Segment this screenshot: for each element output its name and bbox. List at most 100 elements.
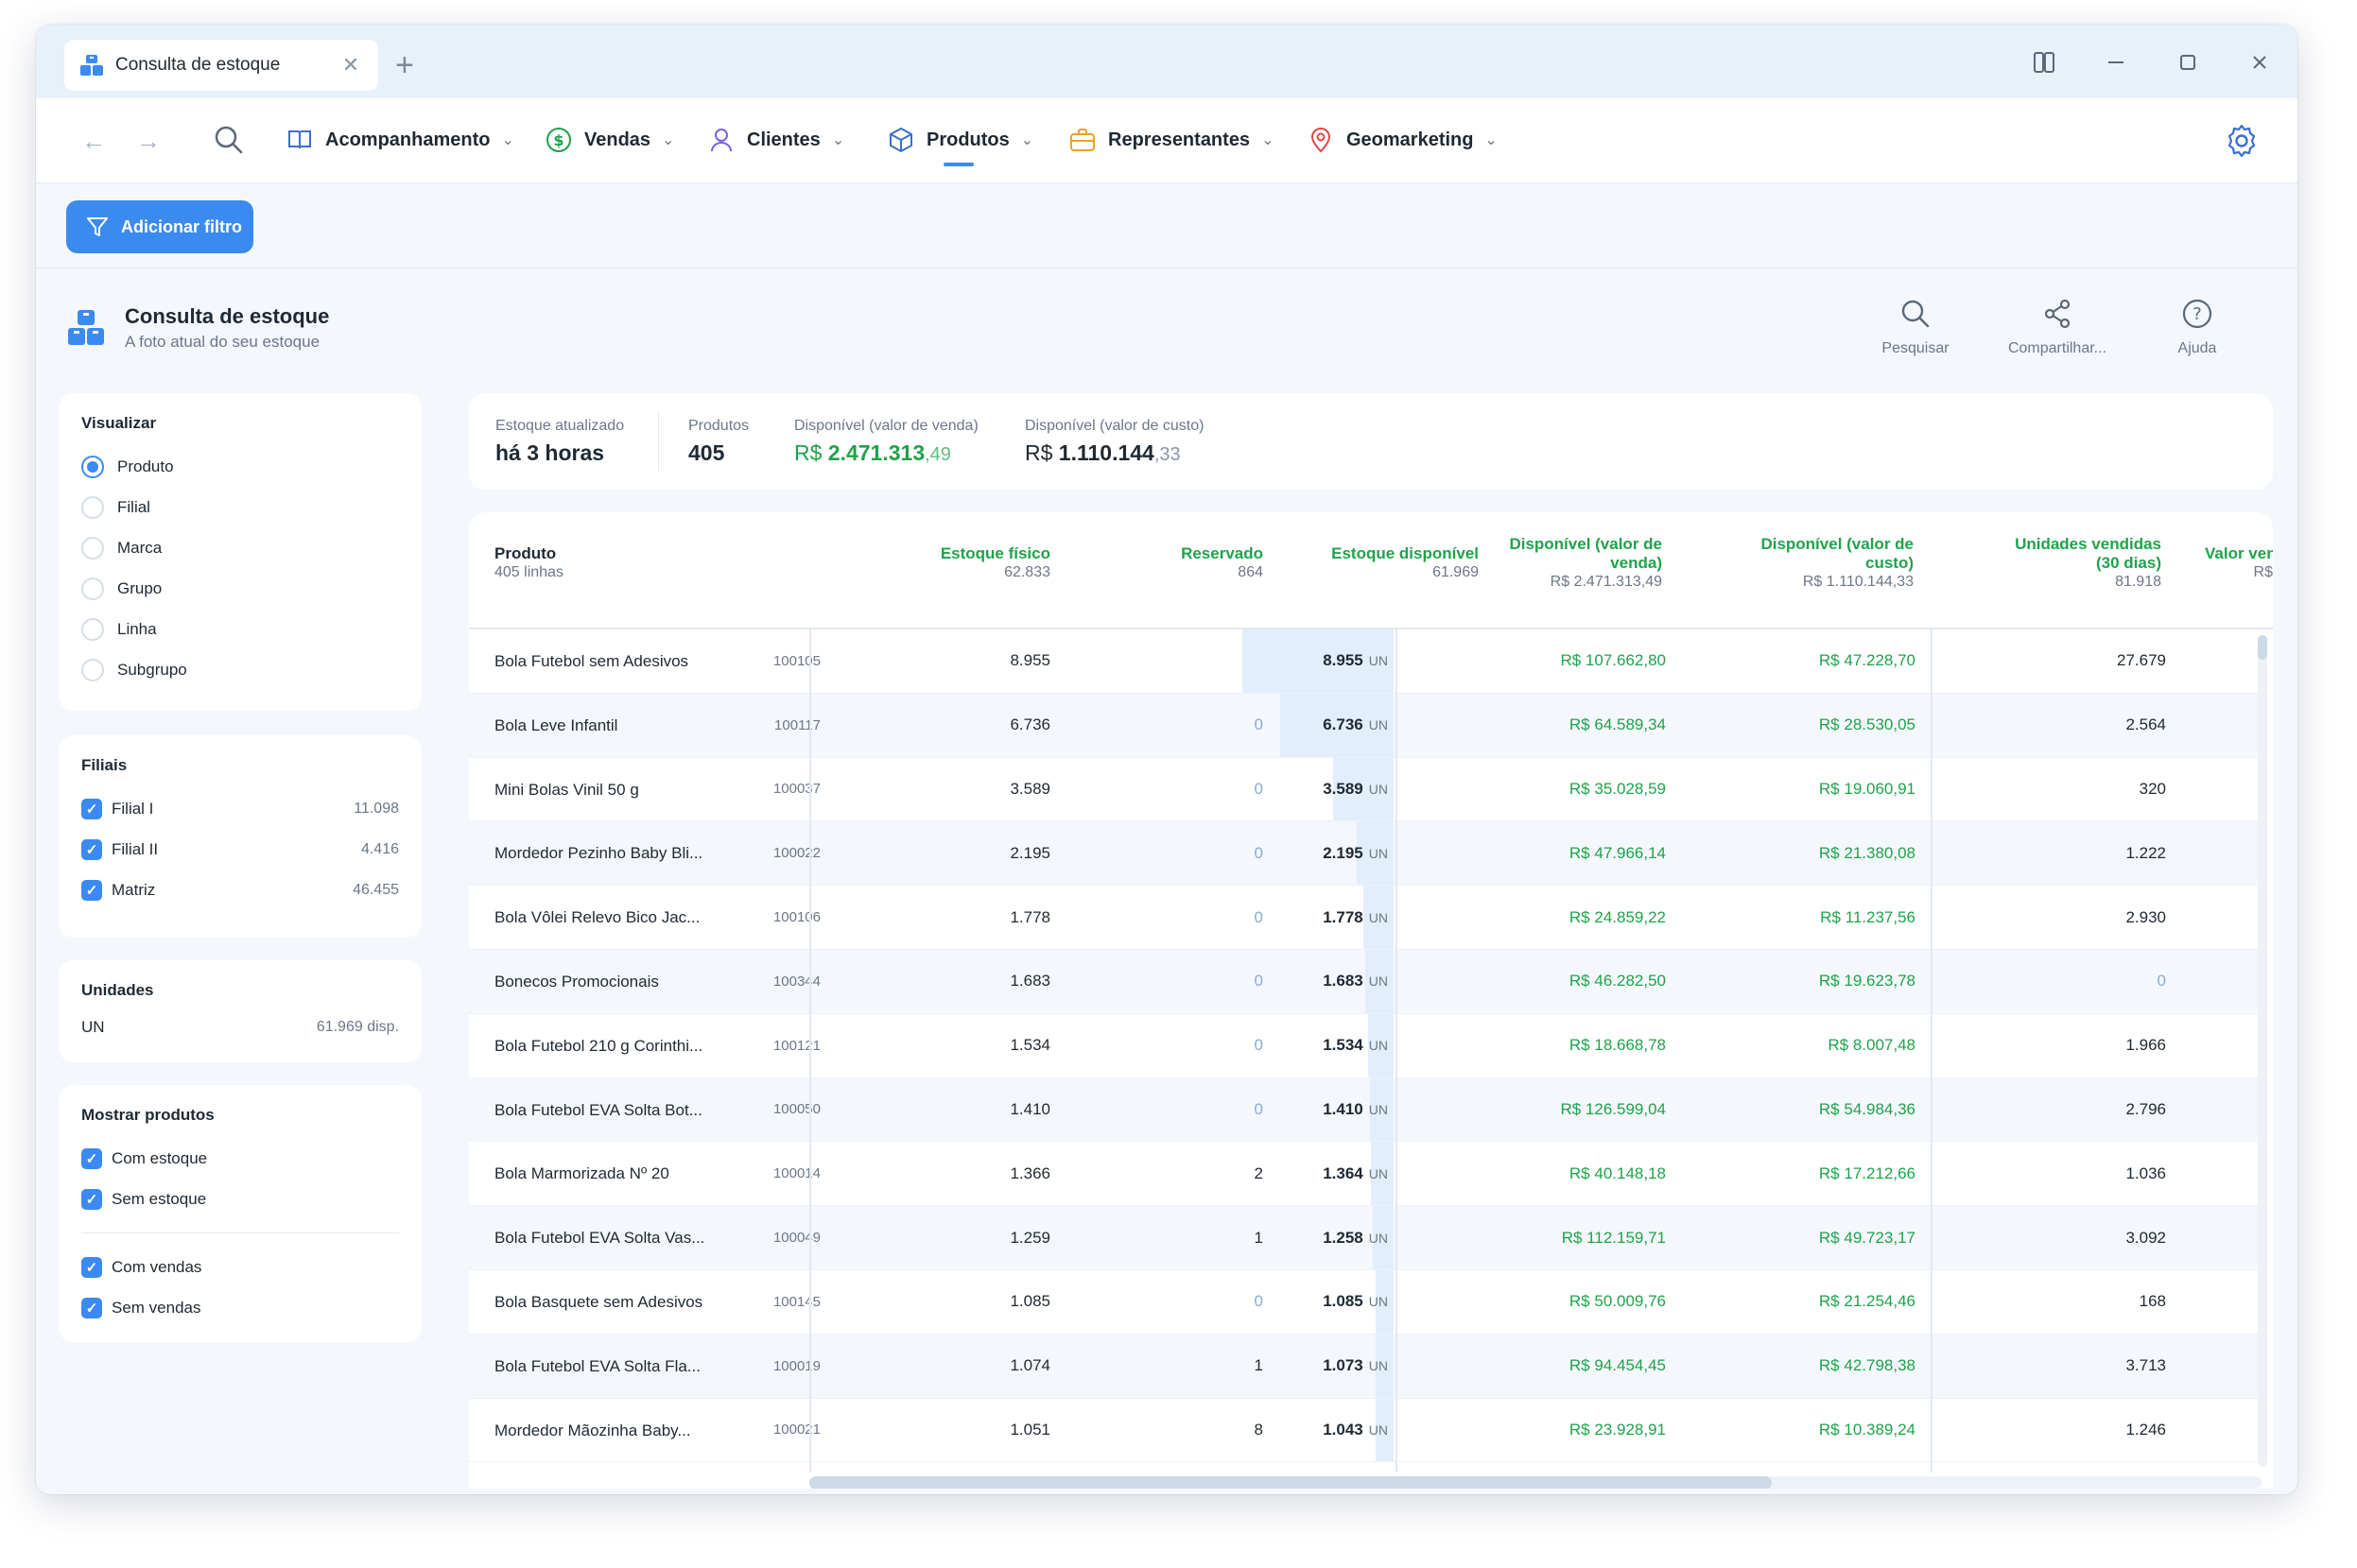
radio-button[interactable] bbox=[81, 495, 104, 519]
radio-filial[interactable]: Filial bbox=[81, 487, 399, 527]
disp-number: 1.043 bbox=[1323, 1420, 1363, 1439]
nav-representantes[interactable]: Representantes ⌄ bbox=[1068, 119, 1274, 161]
checkbox-checked[interactable]: ✓ bbox=[81, 1297, 102, 1318]
valor-custo-value: R$ 19.623,78 bbox=[1818, 972, 1915, 991]
checkbox-matriz[interactable]: ✓ Matriz 46.455 bbox=[81, 870, 399, 910]
vertical-scrollbar[interactable] bbox=[2258, 635, 2267, 660]
radio-marca[interactable]: Marca bbox=[81, 527, 399, 568]
chevron-down-icon: ⌄ bbox=[1484, 132, 1498, 148]
checkbox-sem-vendas[interactable]: ✓ Sem vendas bbox=[81, 1287, 399, 1328]
checkbox-com-vendas[interactable]: ✓ Com vendas bbox=[81, 1247, 399, 1287]
checkbox-checked[interactable]: ✓ bbox=[81, 1188, 102, 1210]
table-row[interactable]: Mordedor Mãozinha Baby... 100021 1.051 8 1.0… bbox=[469, 1398, 2262, 1463]
table-row[interactable]: Bola Futebol EVA Solta Fla... 100019 1.074… bbox=[469, 1334, 2262, 1399]
table-row[interactable]: Bola Futebol EVA Solta Vas... 100049 1.259… bbox=[469, 1206, 2262, 1270]
product-name: Bola Vôlei Relevo Bico Jac... bbox=[494, 908, 701, 927]
product-name: Bola Basquete sem Adesivos bbox=[494, 1292, 703, 1311]
radio-label: Subgrupo bbox=[117, 660, 187, 679]
nav-geomarketing[interactable]: Geomarketing ⌄ bbox=[1307, 119, 1498, 161]
gear-icon[interactable] bbox=[2224, 123, 2260, 159]
table-row[interactable]: Bola Marmorizada Nº 20 100014 1.366 2 1.364 U… bbox=[469, 1142, 2262, 1207]
col-valor-venda[interactable]: Disponível (valor de venda) R$ 2.471.313… bbox=[1452, 535, 1662, 592]
product-name: Bola Futebol sem Adesivos bbox=[494, 652, 689, 670]
tab-consulta-estoque[interactable]: Consulta de estoque ✕ bbox=[64, 40, 378, 91]
table-row[interactable]: Bola Futebol 210 g Corinthi... 100121 1.53… bbox=[469, 1013, 2262, 1078]
unidades-vendidas-value: 168 bbox=[2139, 1292, 2166, 1311]
checkbox-checked[interactable]: ✓ bbox=[81, 798, 102, 819]
summary-card: Estoque atualizado há 3 horas Produtos 4… bbox=[469, 393, 2273, 490]
filial-count: 4.416 bbox=[360, 840, 399, 857]
col-unidades-vendidas[interactable]: Unidades vendidas (30 dias) 81.918 bbox=[1944, 535, 2161, 592]
radio-grupo[interactable]: Grupo bbox=[81, 568, 399, 609]
estoque-fisico-value: 1.683 bbox=[1010, 972, 1050, 991]
estoque-disponivel-cell: 1.683 UN bbox=[1159, 949, 1394, 1013]
col-produto[interactable]: Produto 405 linhas bbox=[494, 544, 563, 582]
new-tab-icon[interactable]: + bbox=[395, 47, 414, 83]
summary-label: Disponível (valor de custo) bbox=[1025, 418, 1204, 434]
table-row[interactable]: Bola Vôlei Relevo Bico Jac... 100106 1.778… bbox=[469, 886, 2262, 950]
table-row[interactable]: Bola Futebol sem Adesivos1001058.95508.9… bbox=[469, 629, 2262, 694]
vertical-scroll-track[interactable] bbox=[2258, 635, 2267, 1467]
add-filter-label: Adicionar filtro bbox=[121, 216, 243, 236]
col-reservado[interactable]: Reservado 864 bbox=[1074, 544, 1263, 582]
radio-produto[interactable]: Produto bbox=[81, 446, 399, 487]
share-action[interactable]: Compartilhar... bbox=[1991, 297, 2123, 357]
radio-subgrupo[interactable]: Subgrupo bbox=[81, 649, 399, 690]
table-row[interactable]: Mini Bolas Vinil 50 g 100037 3.589 0 3.589 UN… bbox=[469, 757, 2262, 822]
share-action-label: Compartilhar... bbox=[2007, 340, 2107, 356]
col-title: Produto bbox=[494, 544, 557, 562]
checkbox-filial-i[interactable]: ✓ Filial I 11.098 bbox=[81, 788, 399, 829]
product-code: 100106 bbox=[772, 909, 821, 926]
col-estoque-disponivel[interactable]: Estoque disponível 61.969 bbox=[1263, 544, 1479, 582]
close-tab-icon[interactable]: ✕ bbox=[341, 53, 360, 77]
help-action-label: Ajuda bbox=[2177, 340, 2217, 356]
col-title: Unidades vendidas bbox=[2015, 535, 2161, 553]
search-icon[interactable] bbox=[212, 123, 246, 157]
nav-vendas[interactable]: $ Vendas ⌄ bbox=[545, 119, 674, 161]
col-valor-vendido[interactable]: Valor ven R$ bbox=[2205, 544, 2273, 582]
maximize-icon[interactable] bbox=[2169, 47, 2207, 78]
back-arrow-icon[interactable]: ← bbox=[81, 127, 106, 155]
checkbox-filial-ii[interactable]: ✓ Filial II 4.416 bbox=[81, 829, 399, 870]
radio-button[interactable] bbox=[81, 658, 104, 681]
checkbox-com-estoque[interactable]: ✓ Com estoque bbox=[81, 1138, 399, 1179]
radio-button[interactable] bbox=[81, 577, 104, 600]
nav-produtos[interactable]: Produtos ⌄ bbox=[887, 119, 1033, 166]
split-view-icon[interactable] bbox=[2025, 47, 2063, 78]
radio-button-selected[interactable] bbox=[81, 455, 104, 478]
minimize-icon[interactable] bbox=[2097, 47, 2135, 78]
checkbox-checked[interactable]: ✓ bbox=[81, 1147, 102, 1169]
nav-clientes[interactable]: Clientes ⌄ bbox=[707, 119, 844, 161]
product-code: 100019 bbox=[772, 1357, 821, 1374]
forward-arrow-icon[interactable]: → bbox=[136, 127, 161, 155]
estoque-disponivel-value: 1.683 UN bbox=[1323, 950, 1394, 1013]
col-estoque-fisico[interactable]: Estoque físico 62.833 bbox=[847, 544, 1050, 582]
checkbox-sem-estoque[interactable]: ✓ Sem estoque bbox=[81, 1179, 399, 1219]
add-filter-button[interactable]: Adicionar filtro bbox=[66, 200, 253, 253]
checkbox-checked[interactable]: ✓ bbox=[81, 838, 102, 860]
col-valor-custo[interactable]: Disponível (valor de custo) R$ 1.110.144… bbox=[1698, 535, 1914, 592]
table-row[interactable]: Bola Basquete sem Adesivos 100145 1.085 0 1.… bbox=[469, 1269, 2262, 1335]
table-row[interactable]: Mordedor Pezinho Baby Bli... 100022 2.195 0… bbox=[469, 821, 2262, 887]
close-window-icon[interactable] bbox=[2241, 47, 2279, 78]
filter-bar: Adicionar filtro bbox=[36, 183, 2297, 268]
table-row[interactable]: Bola Leve Infantil 100117 6.736 0 6.736 UN R$ … bbox=[469, 693, 2262, 758]
radio-button[interactable] bbox=[81, 617, 104, 641]
radio-button[interactable] bbox=[81, 536, 104, 560]
checkbox-checked[interactable]: ✓ bbox=[81, 1256, 102, 1278]
summary-products: Produtos 405 bbox=[688, 418, 749, 466]
unit-label: UN bbox=[1368, 1422, 1388, 1438]
reservado-value: 0 bbox=[1254, 1292, 1263, 1311]
svg-text:$: $ bbox=[553, 131, 563, 149]
search-action[interactable]: Pesquisar bbox=[1849, 297, 1982, 357]
table-row[interactable]: Bonecos Promocionais 100344 1.683 0 1.683 UN R… bbox=[469, 949, 2262, 1014]
table-row[interactable]: Bola Futebol EVA Solta Bot... 100050 1.410… bbox=[469, 1077, 2262, 1143]
amount-dec: ,49 bbox=[925, 444, 951, 465]
checkbox-checked[interactable]: ✓ bbox=[81, 879, 102, 901]
horizontal-scrollbar[interactable] bbox=[809, 1476, 1772, 1489]
radio-linha[interactable]: Linha bbox=[81, 609, 399, 649]
nav-acompanhamento[interactable]: Acompanhamento ⌄ bbox=[286, 119, 514, 161]
estoque-disponivel-cell: 6.736 UN bbox=[1159, 693, 1394, 757]
help-action[interactable]: ? Ajuda bbox=[2131, 297, 2263, 357]
chevron-down-icon: ⌄ bbox=[662, 132, 675, 148]
